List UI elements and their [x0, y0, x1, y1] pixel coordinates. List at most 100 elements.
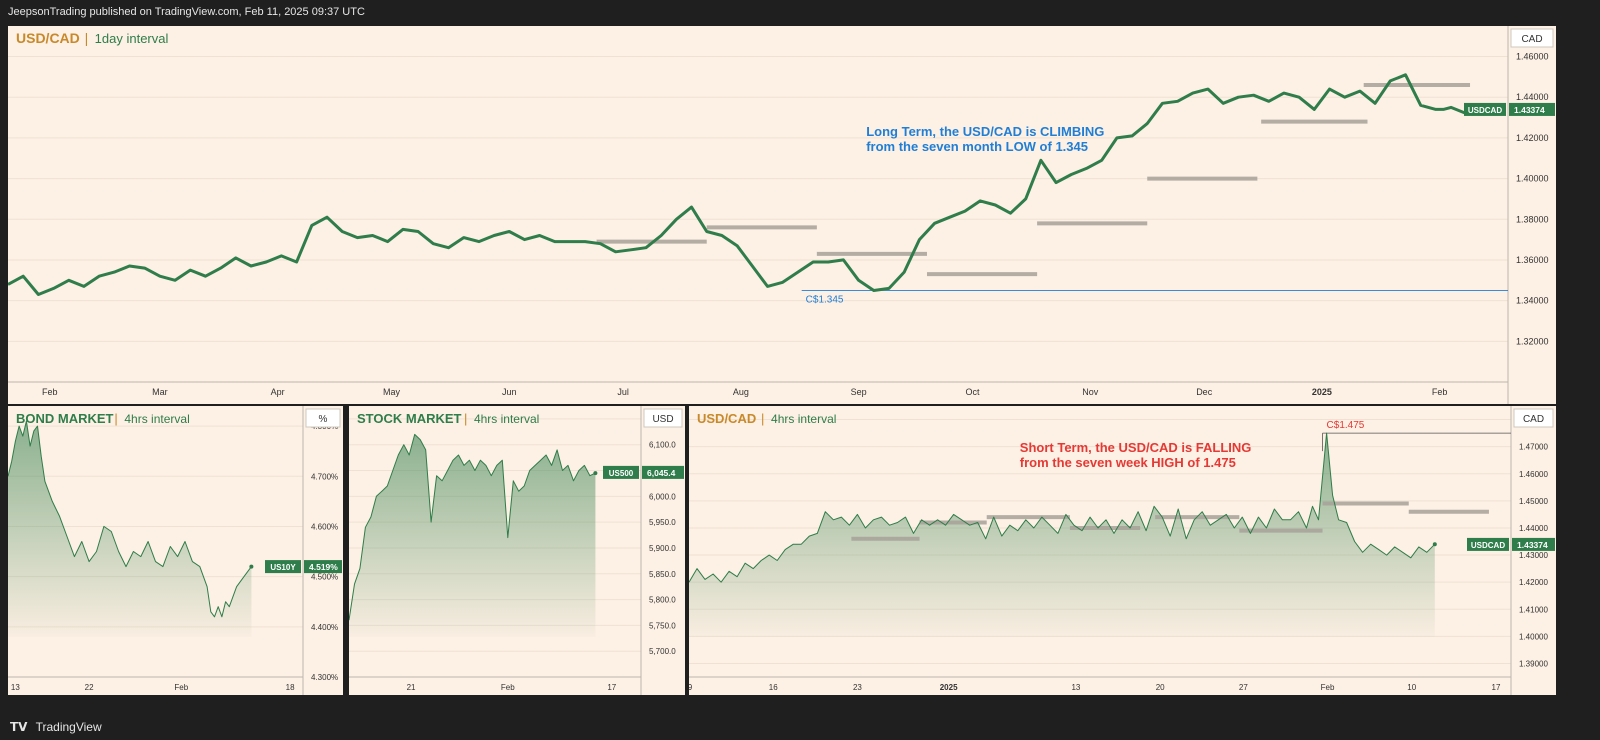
last-point-marker — [593, 471, 598, 476]
title-separator: | — [464, 411, 467, 426]
x-tick-label: 23 — [853, 683, 862, 692]
series-area — [349, 434, 596, 637]
last-symbol-text: US500 — [609, 469, 634, 478]
x-tick-label: 2025 — [1312, 387, 1332, 397]
chart-title-symbol: USD/CAD — [697, 411, 756, 426]
x-tick-label: Feb — [174, 683, 188, 692]
last-value-text: 1.43374 — [1517, 540, 1548, 550]
y-tick-label: 1.34000 — [1516, 296, 1549, 306]
series-line — [8, 420, 252, 618]
x-tick-label: 10 — [1407, 683, 1416, 692]
last-symbol-text: US10Y — [270, 563, 296, 572]
publish-header: JeepsonTrading published on TradingView.… — [0, 0, 1600, 25]
y-tick-label: 1.42000 — [1516, 133, 1549, 143]
unit-label: % — [319, 414, 328, 425]
reference-label: C$1.475 — [1327, 420, 1365, 431]
last-value-text: 6,045.4 — [647, 468, 676, 478]
x-tick-label: Feb — [1321, 683, 1335, 692]
y-tick-label: 5,800.0 — [649, 596, 676, 605]
last-symbol-text: USDCAD — [1468, 106, 1502, 115]
last-symbol-badge — [1467, 537, 1509, 551]
chart-title-interval: 4hrs interval — [124, 412, 189, 426]
x-tick-label: 13 — [1071, 683, 1080, 692]
y-tick-label: 1.45000 — [1519, 497, 1548, 506]
x-tick-label: 16 — [769, 683, 778, 692]
y-tick-label: 4.300% — [311, 673, 338, 682]
y-tick-label: 1.47000 — [1519, 443, 1548, 452]
last-value-text: 4.519% — [309, 562, 338, 572]
y-tick-label: 4.400% — [311, 623, 338, 632]
chart-usdcad-4hrs[interactable]: C$1.475 Short Term, the USD/CAD is FALLIN… — [689, 406, 1556, 695]
last-value-badge — [642, 465, 684, 479]
unit-box — [1513, 408, 1554, 428]
x-tick-label: 20 — [1156, 683, 1165, 692]
last-symbol-badge — [265, 560, 301, 574]
x-tick-label: 22 — [85, 683, 94, 692]
tradingview-logo-icon[interactable]: 𝗧𝗩 — [10, 720, 28, 734]
annotation-line-2: from the seven month LOW of 1.345 — [866, 139, 1088, 154]
last-symbol-text: USDCAD — [1471, 541, 1505, 550]
x-tick-label: 18 — [286, 683, 295, 692]
last-value-badge — [1509, 102, 1555, 116]
annotation-line-2: from the seven week HIGH of 1.475 — [1020, 455, 1236, 470]
y-tick-label: 4.700% — [311, 472, 338, 481]
title-separator: | — [85, 30, 89, 46]
y-tick-label: 1.40000 — [1516, 174, 1549, 184]
x-tick-label: 17 — [607, 683, 616, 692]
last-symbol-badge — [1464, 102, 1506, 116]
y-tick-label: 5,700.0 — [649, 647, 676, 656]
y-tick-label: 1.46000 — [1516, 52, 1549, 62]
y-tick-label: 5,850.0 — [649, 570, 676, 579]
chart-title-symbol: STOCK MARKET — [357, 411, 462, 426]
x-tick-label: Aug — [733, 387, 749, 397]
y-tick-label: 1.46000 — [1519, 470, 1548, 479]
y-tick-label: 1.36000 — [1516, 255, 1549, 265]
x-tick-label: Jul — [617, 387, 629, 397]
x-tick-label: Nov — [1082, 387, 1099, 397]
title-separator: | — [761, 411, 764, 426]
footer-bar: 𝗧𝗩 TradingView — [0, 715, 1600, 740]
last-value-text: 1.43374 — [1514, 105, 1545, 115]
chart-svg-short: C$1.475 Short Term, the USD/CAD is FALLIN… — [689, 406, 1556, 695]
series-area — [689, 433, 1435, 637]
x-tick-label: May — [383, 387, 401, 397]
unit-label: USD — [652, 414, 673, 425]
series-line — [349, 433, 596, 621]
y-tick-label: 5,950.0 — [649, 518, 676, 527]
x-tick-label: Feb — [42, 387, 58, 397]
chart-svg-stock: 6,150.06,100.06,050.06,000.05,950.05,900… — [349, 406, 685, 695]
title-separator: | — [114, 411, 117, 426]
x-tick-label: 17 — [1492, 683, 1501, 692]
x-tick-label: 21 — [407, 683, 416, 692]
unit-box — [643, 408, 683, 428]
annotation-line-1: Short Term, the USD/CAD is FALLING — [1020, 440, 1252, 455]
chart-stock-market[interactable]: 6,150.06,100.06,050.06,000.05,950.05,900… — [349, 406, 685, 695]
chart-title-interval: 1day interval — [95, 31, 169, 46]
annotation-line-1: Long Term, the USD/CAD is CLIMBING — [866, 124, 1104, 139]
series-line — [8, 73, 1482, 296]
y-tick-label: 4.500% — [311, 573, 338, 582]
x-tick-label: Feb — [501, 683, 515, 692]
chart-bond-market[interactable]: 4.800%4.700%4.600%4.500%4.400%4.300%%132… — [8, 406, 343, 695]
y-tick-label: 1.32000 — [1516, 336, 1549, 346]
y-tick-label: 1.40000 — [1519, 632, 1548, 641]
chart-usdcad-1day[interactable]: C$1.345 Long Term, the USD/CAD is CLIMBIN… — [8, 26, 1556, 404]
series-line — [689, 432, 1436, 583]
footer-brand[interactable]: TradingView — [35, 720, 102, 734]
unit-box — [305, 408, 341, 428]
y-tick-label: 1.43000 — [1519, 551, 1548, 560]
y-tick-label: 1.44000 — [1516, 92, 1549, 102]
chart-svg-bond: 4.800%4.700%4.600%4.500%4.400%4.300%%132… — [8, 406, 343, 695]
x-tick-label: Oct — [966, 387, 981, 397]
y-tick-label: 1.44000 — [1519, 524, 1548, 533]
x-tick-label: Apr — [271, 387, 285, 397]
plot-background — [8, 26, 1556, 404]
unit-label: CAD — [1521, 34, 1542, 45]
x-tick-label: 27 — [1239, 683, 1248, 692]
x-tick-label: 9 — [689, 683, 693, 692]
y-tick-label: 6,100.0 — [649, 441, 676, 450]
y-tick-label: 1.42000 — [1519, 578, 1548, 587]
y-tick-label: 1.39000 — [1519, 659, 1548, 668]
y-tick-label: 6,000.0 — [649, 492, 676, 501]
x-tick-label: 13 — [11, 683, 20, 692]
